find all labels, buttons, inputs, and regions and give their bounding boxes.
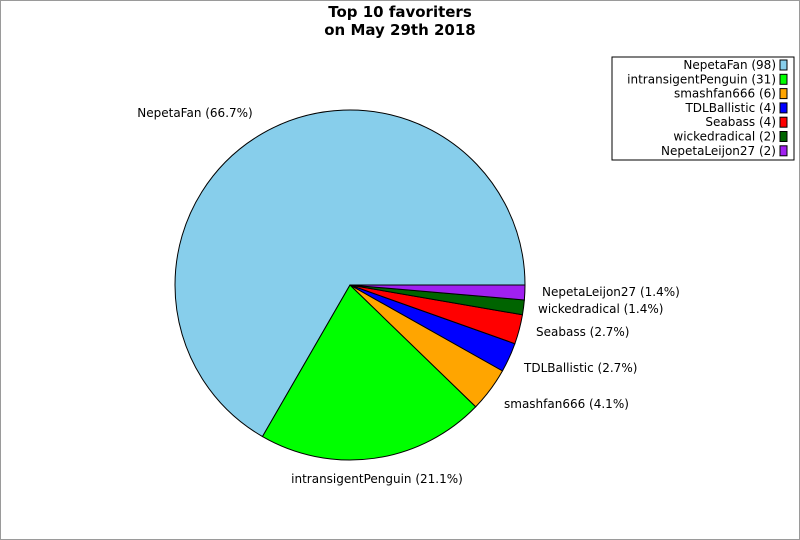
legend-label-seabass: Seabass (4) (705, 115, 776, 129)
legend-box (611, 56, 795, 161)
legend-label-nepetaleijon27: NepetaLeijon27 (2) (661, 144, 776, 158)
slice-label-nepetafan: NepetaFan (66.7%) (137, 106, 252, 120)
slice-label-seabass: Seabass (2.7%) (536, 325, 630, 339)
legend-swatch-nepetaleijon27 (779, 145, 788, 157)
pie-slice-nepetafan (174, 109, 526, 438)
chart-title: Top 10 favoriters on May 29th 2018 (324, 3, 476, 39)
legend-label-nepetafan: NepetaFan (98) (683, 58, 776, 72)
slice-label-intransigentpenguin: intransigentPenguin (21.1%) (291, 472, 463, 486)
legend-label-tdlballistic: TDLBallistic (4) (684, 101, 776, 115)
legend-swatch-seabass (779, 116, 788, 128)
legend-swatch-tdlballistic (779, 102, 788, 114)
chart-title-line-2: on May 29th 2018 (324, 21, 476, 39)
slice-label-smashfan666: smashfan666 (4.1%) (504, 397, 629, 411)
legend-swatch-wickedradical (779, 131, 788, 142)
slice-label-nepetaleijon27: NepetaLeijon27 (1.4%) (542, 285, 680, 299)
legend-swatch-intransigentpenguin (779, 73, 788, 85)
pie-slice-intransigentpenguin (261, 284, 477, 461)
legend-swatch-nepetafan (779, 59, 788, 71)
legend-swatch-smashfan666 (779, 88, 788, 100)
pie-slices (174, 109, 526, 461)
pie-slice-labels: NepetaFan (66.7%) intransigentPenguin (21… (137, 106, 680, 486)
legend-label-smashfan666: smashfan666 (6) (674, 87, 776, 101)
slice-label-wickedradical: wickedradical (1.4%) (538, 302, 663, 316)
slice-label-tdlballistic: TDLBallistic (2.7%) (523, 361, 637, 375)
legend: NepetaFan (98)intransigentPenguin (31)sm… (611, 56, 795, 161)
legend-label-wickedradical: wickedradical (2) (673, 130, 776, 144)
chart-title-line-1: Top 10 favoriters (328, 3, 472, 21)
legend-label-intransigentpenguin: intransigentPenguin (31) (627, 72, 776, 86)
pie-slice-nepetaleijon27 (349, 284, 526, 301)
legend-items: NepetaFan (98)intransigentPenguin (31)sm… (627, 58, 788, 158)
